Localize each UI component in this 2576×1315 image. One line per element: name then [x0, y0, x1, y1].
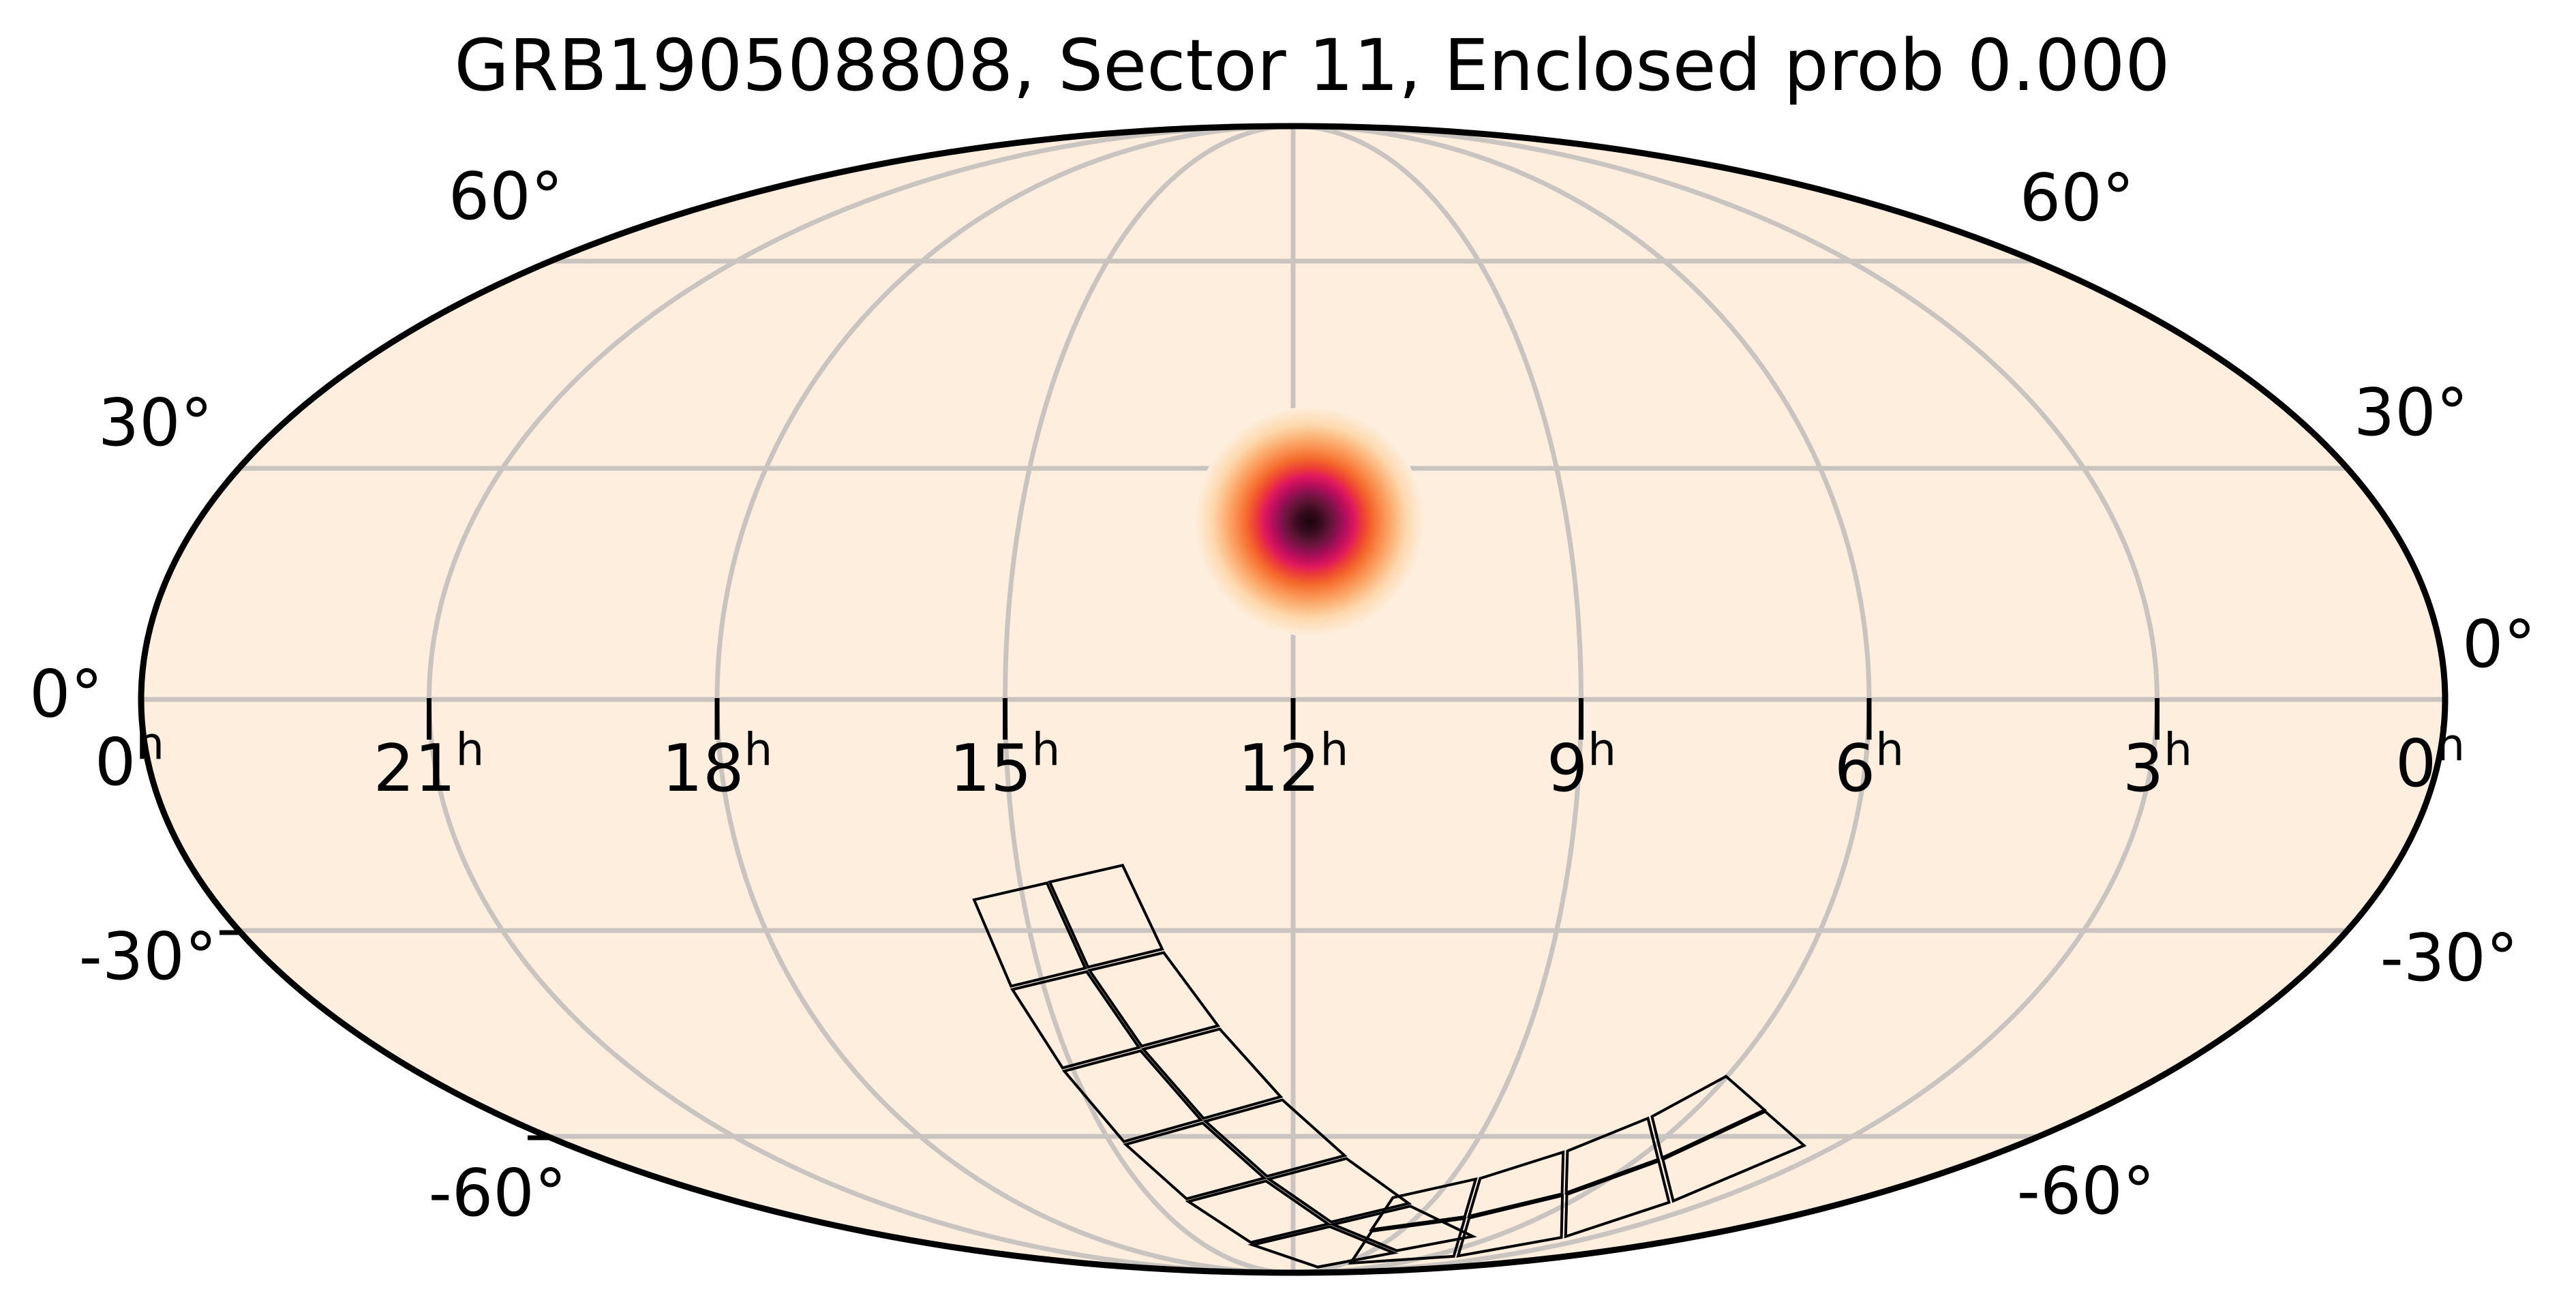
- dec-label-right--60deg: -60°: [2017, 1154, 2155, 1229]
- ra-label-15h: 15h: [950, 723, 1061, 806]
- footprint-ccd-cell: [1202, 1098, 1348, 1178]
- footprint-ccd-cell: [1010, 970, 1142, 1070]
- ra-label-number: 3: [2123, 731, 2164, 806]
- ra-label-9h: 9h: [1547, 723, 1616, 806]
- footprint-ccd-cell: [1265, 1157, 1412, 1224]
- footprint-ccd-cell: [1247, 1225, 1399, 1269]
- ra-label-number: 0: [95, 725, 136, 800]
- footprint-ccd-cell: [1185, 1179, 1332, 1244]
- ra-label-hour-superscript: h: [136, 717, 164, 770]
- ra-label-6h: 6h: [1834, 723, 1904, 806]
- footprint-ccd-cell: [1087, 951, 1221, 1048]
- footprint-ccd-cell: [1467, 1150, 1565, 1218]
- footprint-ccd-cell: [1564, 1159, 1671, 1239]
- ra-label-0h: 0h: [95, 717, 164, 800]
- footprint-ccd-cell: [1369, 1177, 1478, 1232]
- axis-label-layer: 60° 60°30° 30°0°0°-30° -30°-60° -60°0h 21h 18h…: [29, 160, 2536, 1231]
- ra-label-hour-superscript: h: [1032, 723, 1061, 776]
- dec-label-right-60deg: 60°: [2020, 161, 2134, 236]
- map-outline-layer: [138, 123, 2449, 1276]
- footprint-ccd-cell: [1061, 1049, 1204, 1143]
- ra-label-hour-superscript: h: [744, 723, 773, 776]
- ra-label-18h: 18h: [662, 723, 773, 806]
- dec-label-left--60deg: -60°: [429, 1156, 567, 1231]
- ra-label-0h: 0h: [2395, 719, 2465, 802]
- plot-title: GRB190508808, Sector 11, Enclosed prob 0…: [454, 24, 2170, 107]
- ra-label-number: 12: [1238, 731, 1320, 806]
- ra-label-hour-superscript: h: [2436, 719, 2465, 771]
- footprint-ccd-cell: [972, 881, 1087, 988]
- ra-label-number: 9: [1547, 731, 1588, 806]
- dec-label-right-30deg: 30°: [2354, 376, 2468, 451]
- ra-label-21h: 21h: [374, 723, 485, 806]
- dec-label-left-30deg: 30°: [98, 386, 213, 461]
- dec-label-left-0deg: 0°: [29, 657, 103, 732]
- ra-label-number: 6: [1834, 731, 1875, 806]
- footprint-ccd-cell: [1456, 1194, 1564, 1258]
- dec-label-left-60deg: 60°: [449, 160, 563, 235]
- footprint-ccd-cell: [1564, 1116, 1660, 1195]
- dec-label-right-0deg: 0°: [2462, 607, 2536, 682]
- dec-label-right--30deg: -30°: [2380, 921, 2519, 996]
- ra-label-hour-superscript: h: [1875, 723, 1904, 776]
- ra-label-number: 21: [374, 731, 456, 806]
- ra-label-hour-superscript: h: [1320, 723, 1349, 776]
- map-boundary-outline: [138, 123, 2449, 1276]
- footprint-ccd-cell: [1123, 1121, 1267, 1200]
- ra-label-12h: 12h: [1238, 723, 1349, 806]
- ra-label-number: 15: [950, 731, 1032, 806]
- footprint-ccd-cell: [1140, 1027, 1284, 1120]
- ra-label-hour-superscript: h: [1588, 723, 1616, 776]
- footprint-ccd-cell: [1661, 1110, 1807, 1203]
- footprint-ccd-cell: [1048, 864, 1164, 969]
- tick-layer: [219, 698, 2160, 1140]
- ra-label-hour-superscript: h: [456, 723, 485, 776]
- ra-label-number: 18: [662, 731, 744, 806]
- footprint-ccd-cell: [1650, 1074, 1768, 1160]
- footprint-ccd-cell: [1348, 1217, 1467, 1265]
- ra-label-3h: 3h: [2123, 723, 2192, 806]
- ra-label-hour-superscript: h: [2164, 723, 2192, 776]
- grb-probability-blob: [1195, 407, 1424, 636]
- dec-label-left--30deg: -30°: [79, 920, 217, 995]
- ra-label-number: 0: [2395, 727, 2436, 802]
